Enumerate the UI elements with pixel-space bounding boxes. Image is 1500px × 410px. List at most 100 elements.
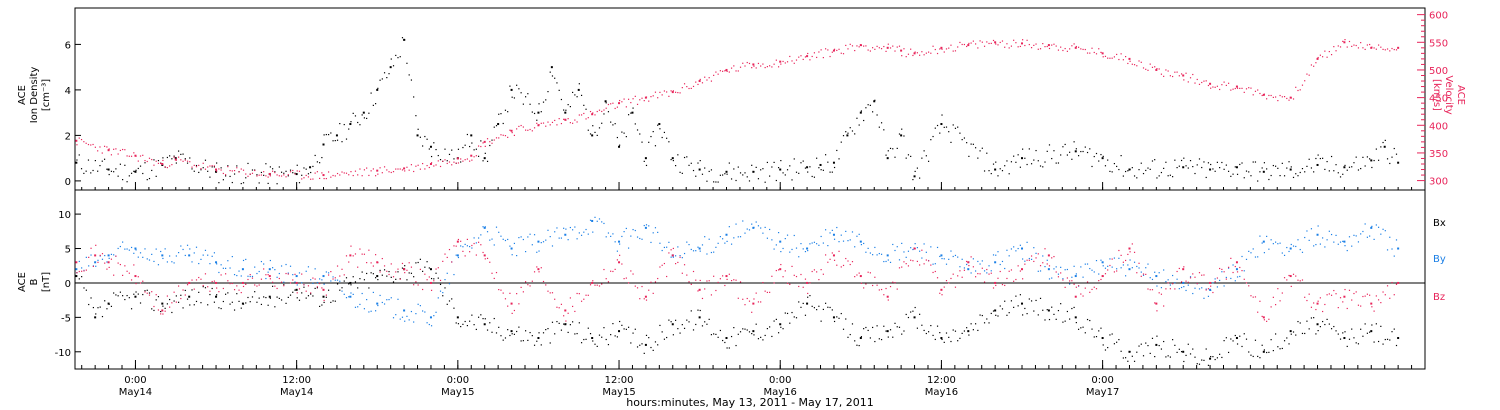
bz-dot — [914, 248, 916, 250]
velocity-dot — [444, 159, 446, 161]
density-dot — [851, 130, 854, 132]
bz-dot — [860, 282, 863, 284]
bx-dot — [135, 291, 137, 293]
density-dot — [614, 123, 616, 125]
bz-dot — [563, 315, 565, 317]
by-dot — [110, 253, 113, 255]
bz-dot — [417, 284, 419, 286]
bz-dot — [576, 292, 578, 295]
by-point — [1235, 268, 1238, 271]
density-dot — [919, 177, 921, 179]
velocity-dot — [240, 168, 242, 170]
density-dot — [1022, 148, 1024, 150]
bx-dot — [820, 320, 822, 322]
velocity-dot — [574, 119, 576, 121]
by-dot — [377, 304, 379, 307]
bz-dot — [272, 281, 274, 283]
bz-dot — [330, 270, 332, 273]
by-dot — [1245, 258, 1248, 260]
bx-point — [618, 330, 621, 333]
velocity-dot — [312, 178, 314, 180]
bx-dot — [1044, 319, 1046, 321]
bx-dot — [1230, 338, 1232, 340]
bx-dot — [704, 321, 706, 323]
bz-dot — [1125, 259, 1127, 262]
velocity-dot — [408, 169, 410, 171]
by-dot — [513, 242, 516, 245]
bz-dot — [643, 298, 645, 300]
velocity-dot — [148, 157, 151, 159]
by-dot — [972, 258, 974, 260]
by-dot — [713, 251, 715, 253]
bz-dot — [659, 266, 661, 268]
bz-dot — [124, 265, 126, 267]
bx-dot — [681, 324, 683, 326]
density-dot — [677, 154, 679, 156]
by-dot — [124, 248, 126, 250]
velocity-dot — [710, 80, 713, 82]
density-dot — [580, 94, 583, 96]
by-dot — [919, 250, 921, 252]
by-dot — [1174, 282, 1176, 284]
bz-dot — [155, 294, 157, 296]
bx-dot — [847, 336, 849, 338]
by-dot — [343, 293, 345, 295]
by-dot — [717, 242, 719, 244]
density-dot — [94, 159, 96, 162]
velocity-dot — [1075, 45, 1077, 48]
velocity-dot — [777, 66, 780, 68]
bx-dot — [780, 326, 782, 328]
bz-dot — [1393, 294, 1395, 296]
bz-dot — [1254, 296, 1257, 298]
by-dot — [789, 251, 791, 253]
velocity-dot — [1272, 96, 1274, 99]
bz-dot — [1223, 271, 1225, 273]
bz-dot — [386, 270, 388, 272]
bz-dot — [554, 298, 556, 300]
bx-dot — [1212, 356, 1214, 358]
bz-dot — [722, 275, 724, 277]
by-dot — [811, 242, 813, 244]
by-dot — [580, 234, 583, 236]
velocity-dot — [1136, 65, 1138, 67]
bx-dot — [90, 297, 92, 299]
bx-dot — [1113, 343, 1116, 345]
bz-dot — [1317, 300, 1319, 302]
density-dot — [934, 127, 936, 129]
velocity-dot — [751, 67, 753, 69]
velocity-dot — [352, 174, 354, 177]
by-dot — [1266, 235, 1268, 238]
velocity-dot — [133, 152, 135, 154]
bx-dot — [764, 334, 766, 337]
density-dot — [1098, 160, 1100, 162]
by-point — [429, 316, 432, 319]
density-dot — [1028, 148, 1030, 150]
velocity-dot — [699, 78, 701, 81]
density-dot — [471, 142, 473, 144]
bx-dot — [305, 297, 307, 299]
velocity-dot — [90, 144, 92, 146]
velocity-dot — [840, 52, 842, 54]
by-dot — [675, 255, 677, 257]
by-dot — [1142, 274, 1145, 276]
bz-dot — [247, 278, 249, 281]
velocity-point — [268, 172, 271, 175]
bx-dot — [142, 293, 144, 296]
by-dot — [988, 265, 990, 267]
bz-dot — [162, 313, 164, 315]
bz-dot — [1066, 277, 1068, 279]
by-dot — [1207, 295, 1210, 297]
density-point — [295, 173, 298, 176]
velocity-dot — [1201, 81, 1203, 84]
by-dot — [1337, 243, 1339, 245]
velocity-dot — [471, 159, 473, 161]
bx-point — [134, 295, 137, 298]
bx-dot — [122, 295, 124, 297]
density-dot — [1086, 151, 1089, 154]
by-dot — [1203, 297, 1205, 299]
density-dot — [484, 152, 486, 154]
bx-dot — [657, 344, 659, 346]
by-dot — [952, 255, 954, 258]
bx-dot — [605, 338, 607, 341]
by-dot — [164, 248, 166, 250]
